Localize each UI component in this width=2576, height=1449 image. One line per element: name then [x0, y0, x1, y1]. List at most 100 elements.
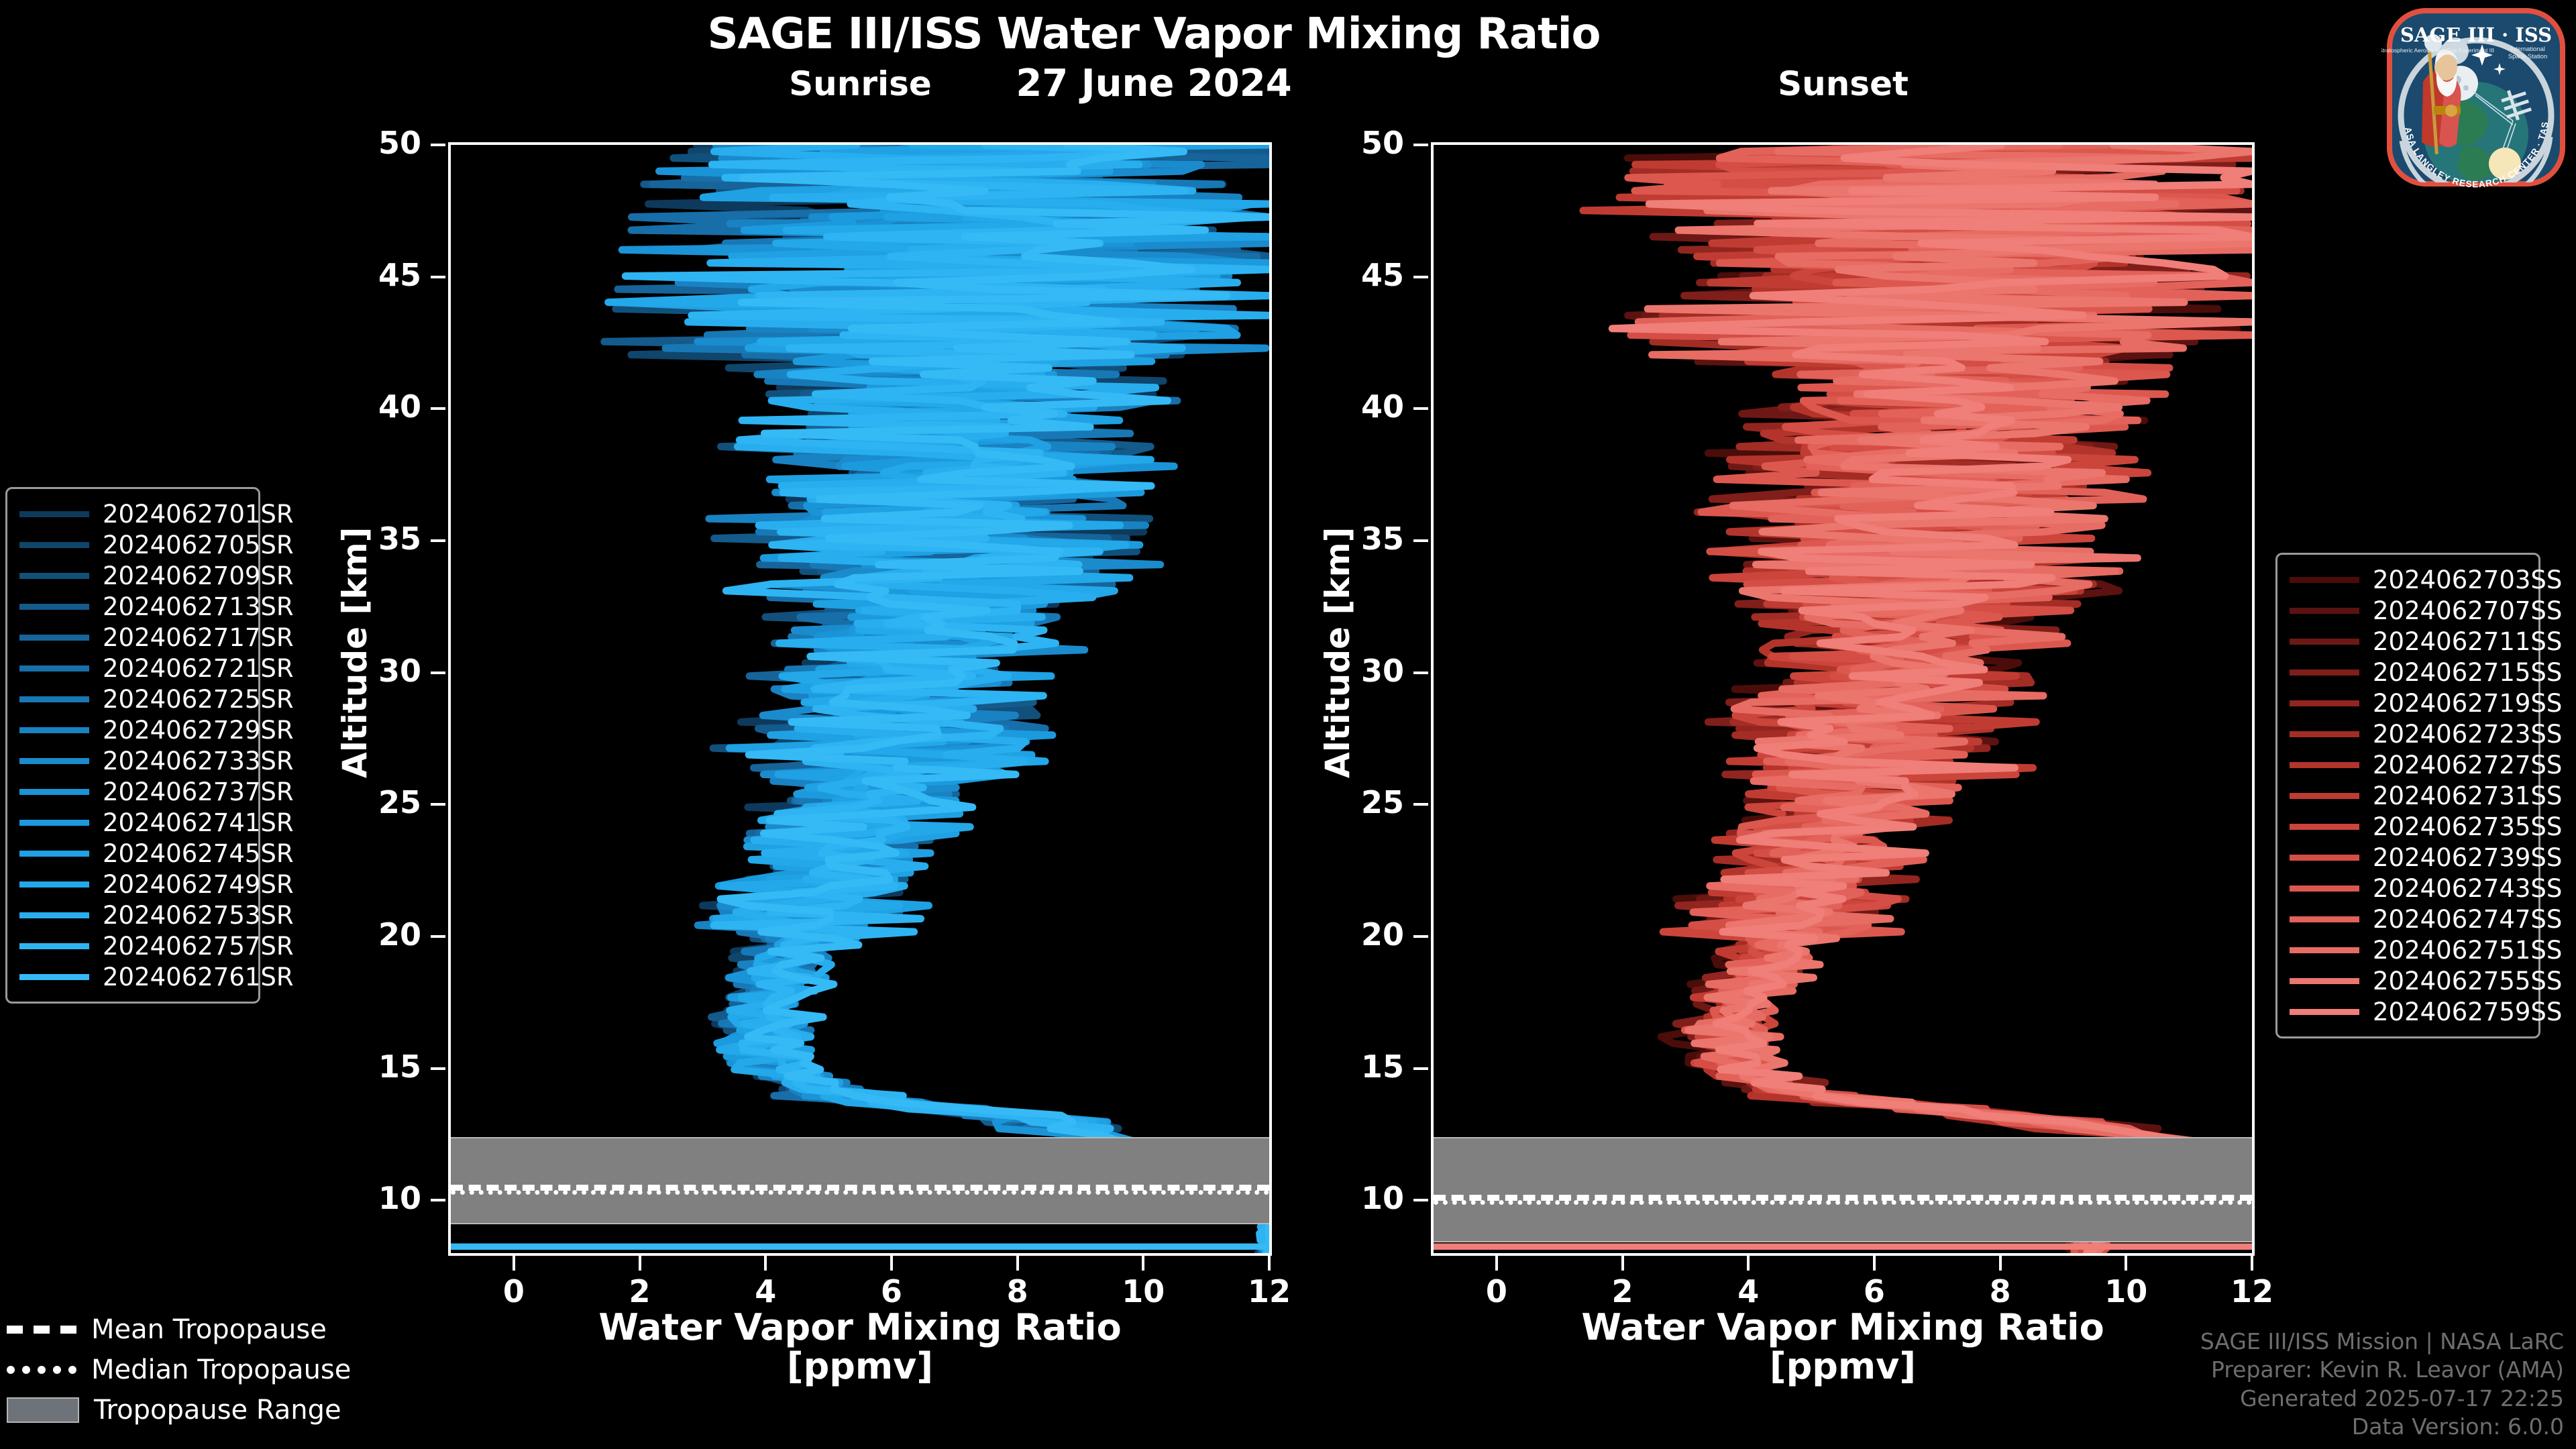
legend-sunset[interactable]: 2024062703SS 2024062707SS 2024062711SS 2024… [2275, 553, 2562, 1038]
mean-tropopause-line [1434, 1195, 2252, 1201]
near-axis-lines [1434, 1243, 2252, 1250]
y-axis-tick-mark [431, 539, 445, 542]
logo-subtitle-left: Stratospheric Aerosol and Gas Experiment… [2381, 47, 2494, 54]
legend-sunrise[interactable]: 2024062701SR 2024062705SR 2024062709SR 2024… [5, 487, 294, 1004]
legend-item[interactable]: 2024062761SR [19, 961, 294, 992]
legend-item[interactable]: 2024062735SS [2290, 811, 2562, 842]
x-axis-tick-label: 4 [1737, 1273, 1760, 1309]
legend-item[interactable]: 2024062725SR [19, 684, 294, 714]
x-axis-tick-mark [2125, 1256, 2128, 1271]
legend-color-swatch [2290, 761, 2359, 768]
legend-color-swatch [2290, 1008, 2359, 1015]
legend-item[interactable]: 2024062727SS [2290, 749, 2562, 780]
legend-color-swatch [19, 696, 89, 702]
legend-label: 2024062713SR [103, 592, 294, 621]
legend-item[interactable]: 2024062733SR [19, 745, 294, 776]
sage-iii-iss-mission-patch-logo: SAGE III · ISS Stratospheric Aerosol and… [2378, 0, 2571, 192]
x-axis-tick-mark [1872, 1256, 1876, 1271]
legend-item[interactable]: 2024062705SR [19, 529, 294, 560]
legend-item[interactable]: 2024062723SS [2290, 718, 2562, 749]
x-axis-tick-label: 2 [629, 1273, 651, 1309]
y-axis-tick-label: 45 [1360, 256, 1404, 293]
legend-color-swatch [2290, 669, 2359, 676]
legend-label: 2024062721SR [103, 653, 294, 683]
x-axis-label-line1: Water Vapor Mixing Ratio [1581, 1306, 2104, 1348]
legend-item[interactable]: 2024062709SR [19, 560, 294, 591]
x-axis-tick-label: 12 [2230, 1273, 2273, 1309]
legend-item[interactable]: 2024062759SS [2290, 996, 2562, 1027]
legend-item[interactable]: 2024062715SS [2290, 657, 2562, 688]
legend-label: 2024062725SR [103, 684, 294, 714]
legend-color-swatch [2290, 916, 2359, 922]
legend-label: 2024062761SR [103, 962, 294, 991]
legend-color-swatch [19, 757, 89, 764]
legend-item[interactable]: 2024062739SS [2290, 842, 2562, 873]
legend-label: 2024062711SS [2373, 627, 2563, 656]
legend-color-swatch [19, 912, 89, 918]
legend-item[interactable]: 2024062741SR [19, 807, 294, 838]
logo-subtitle-right-1: International [2510, 45, 2545, 52]
legend-label: 2024062735SS [2373, 812, 2563, 841]
legend-item[interactable]: 2024062755SS [2290, 965, 2562, 996]
y-axis-label-sunrise: Altitude [km] [335, 527, 374, 778]
median-tropopause-line [451, 1189, 1269, 1195]
legend-item[interactable]: 2024062707SS [2290, 595, 2562, 626]
x-axis-label-sunrise: Water Vapor Mixing Ratio [ppmv] [448, 1307, 1272, 1388]
y-axis-tick-label: 50 [1360, 125, 1404, 161]
legend-item[interactable]: 2024062703SS [2290, 564, 2562, 595]
x-axis-tick-mark [764, 1256, 767, 1271]
legend-item[interactable]: 2024062749SR [19, 869, 294, 900]
y-axis-tick-mark [431, 407, 445, 411]
legend-label: 2024062733SR [103, 746, 294, 775]
legend-item[interactable]: 2024062753SR [19, 900, 294, 930]
legend-item[interactable]: 2024062757SR [19, 930, 294, 961]
legend-label: 2024062717SR [103, 623, 294, 652]
legend-color-swatch [19, 511, 89, 517]
legend-item[interactable]: 2024062751SS [2290, 934, 2562, 965]
mean-tropopause-line [451, 1184, 1269, 1191]
legend-tropopause: Mean Tropopause Median Tropopause Tropop… [7, 1309, 356, 1430]
x-axis-tick-mark [1268, 1256, 1271, 1271]
legend-color-swatch [19, 541, 89, 548]
legend-item[interactable]: 2024062729SR [19, 714, 294, 745]
y-axis-tick-label: 10 [378, 1180, 421, 1217]
logo-subtitle-right-2: Space Station [2508, 52, 2547, 60]
legend-item[interactable]: 2024062701SR [19, 498, 294, 529]
legend-color-swatch [2290, 607, 2359, 614]
legend-item[interactable]: 2024062745SR [19, 838, 294, 869]
legend-item[interactable]: 2024062747SS [2290, 904, 2562, 934]
y-axis-tick-mark [431, 1199, 445, 1202]
legend-label: 2024062719SS [2373, 688, 2563, 718]
panel-label-sunrise: Sunrise [789, 64, 932, 103]
legend-label-mean: Mean Tropopause [91, 1314, 327, 1345]
footer-data-version: Data Version: 6.0.0 [2351, 1413, 2564, 1440]
x-axis-tick-mark [512, 1256, 515, 1271]
dotted-line-icon [7, 1366, 76, 1374]
legend-item[interactable]: 2024062721SR [19, 653, 294, 684]
y-axis-tick-label: 45 [378, 256, 421, 293]
legend-item[interactable]: 2024062737SR [19, 776, 294, 807]
legend-color-swatch [19, 634, 89, 641]
legend-label: 2024062739SS [2373, 843, 2563, 872]
x-axis-label-line2: [ppmv] [786, 1345, 934, 1388]
legend-item[interactable]: 2024062731SS [2290, 780, 2562, 811]
y-axis-tick-label: 50 [378, 125, 421, 161]
legend-label: 2024062729SR [103, 715, 294, 745]
y-axis-tick-label: 10 [1360, 1180, 1404, 1217]
legend-item[interactable]: 2024062713SR [19, 591, 294, 622]
x-axis-tick-mark [1016, 1256, 1019, 1271]
legend-color-swatch [2290, 823, 2359, 830]
y-axis-tick-label: 25 [378, 784, 421, 821]
legend-item[interactable]: 2024062711SS [2290, 626, 2562, 657]
tropopause-range-band [451, 1136, 1269, 1224]
legend-item[interactable]: 2024062717SR [19, 622, 294, 653]
legend-item[interactable]: 2024062743SS [2290, 873, 2562, 904]
legend-label: 2024062737SR [103, 777, 294, 806]
legend-color-swatch [19, 603, 89, 610]
legend-item[interactable]: 2024062719SS [2290, 688, 2562, 718]
legend-color-swatch [2290, 700, 2359, 706]
y-axis-tick-mark [431, 803, 445, 806]
legend-label: 2024062749SR [103, 869, 294, 899]
x-axis-tick-mark [638, 1256, 641, 1271]
plot-area-sunset [1431, 142, 2255, 1256]
